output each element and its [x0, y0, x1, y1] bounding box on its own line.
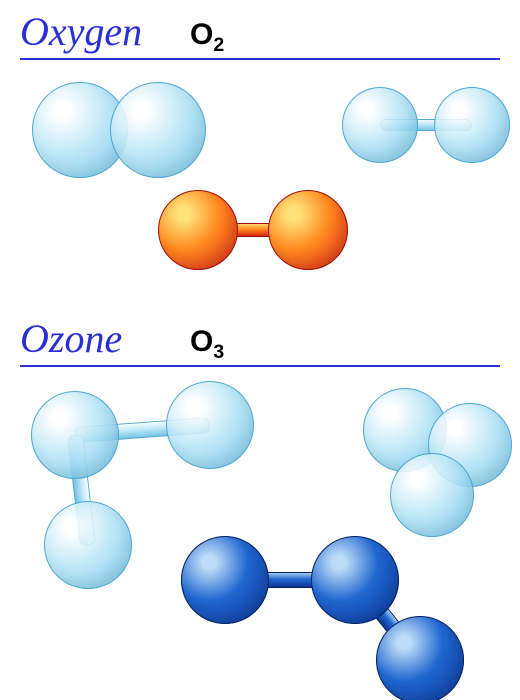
o2-bonded-blue-atom	[342, 87, 418, 163]
ozone-rule	[20, 365, 500, 367]
o2-bonded-blue-atom	[434, 87, 510, 163]
oxygen-title: Oxygen	[20, 8, 142, 57]
ozone-formula: O3	[190, 325, 224, 364]
oxygen-rule	[20, 58, 500, 60]
o3-bonded-darkblue-atom	[181, 536, 269, 624]
ozone-formula-subscript: 3	[213, 341, 224, 363]
ozone-formula-element: O	[190, 325, 213, 358]
o3-cluster-lightblue-atom	[390, 453, 474, 537]
o3-bonded-lightblue-atom	[166, 381, 254, 469]
o3-bonded-lightblue-atom	[31, 391, 119, 479]
o3-bonded-darkblue-atom	[376, 616, 464, 700]
o3-bonded-lightblue-atom	[44, 501, 132, 589]
o3-bonded-darkblue-atom	[311, 536, 399, 624]
o2-bonded-orange-atom	[268, 190, 348, 270]
oxygen-formula-element: O	[190, 18, 213, 51]
oxygen-formula-subscript: 2	[213, 34, 224, 56]
o2-touching-blue-atom	[110, 82, 206, 178]
ozone-title: Ozone	[20, 315, 122, 364]
o2-bonded-orange-atom	[158, 190, 238, 270]
oxygen-formula: O2	[190, 18, 224, 57]
